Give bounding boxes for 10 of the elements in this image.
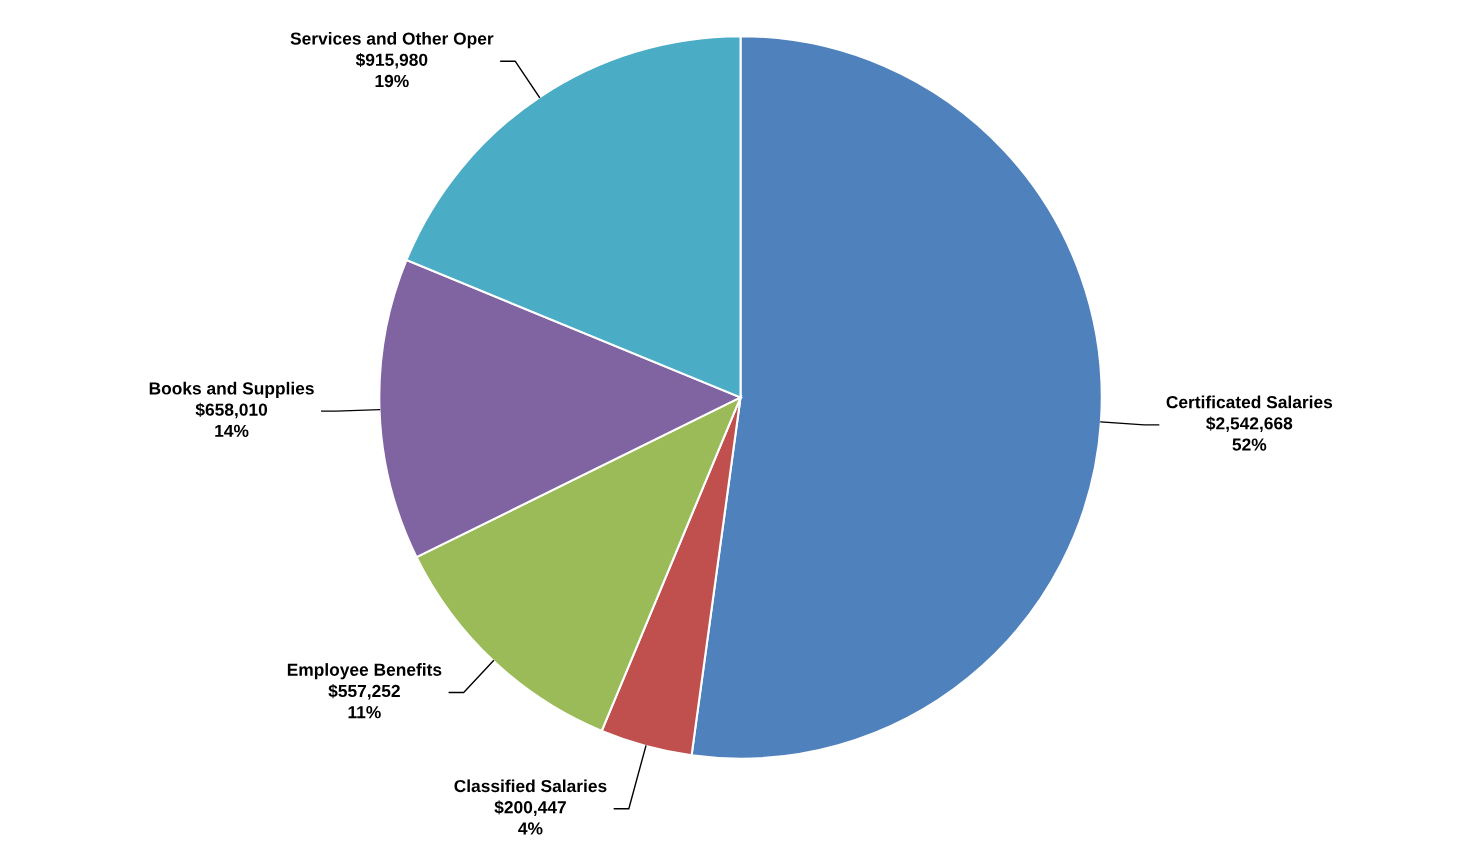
data-label: $658,010 14% <box>195 402 268 437</box>
data-label: $2,542,668 52% <box>1206 416 1293 451</box>
data-label: $557,252 11% <box>328 684 400 719</box>
data-label: $200,447 4% <box>494 800 566 835</box>
slice-label: Books and Supplies <box>149 381 314 399</box>
slice-label: Services and Other Oper <box>290 31 494 49</box>
slice-label: Employee Benefits <box>287 663 442 680</box>
slice-label: Classified Salaries <box>454 779 607 793</box>
slice-label: Certificated Salaries <box>1166 395 1333 409</box>
data-label: $915,980 19% <box>355 52 428 88</box>
